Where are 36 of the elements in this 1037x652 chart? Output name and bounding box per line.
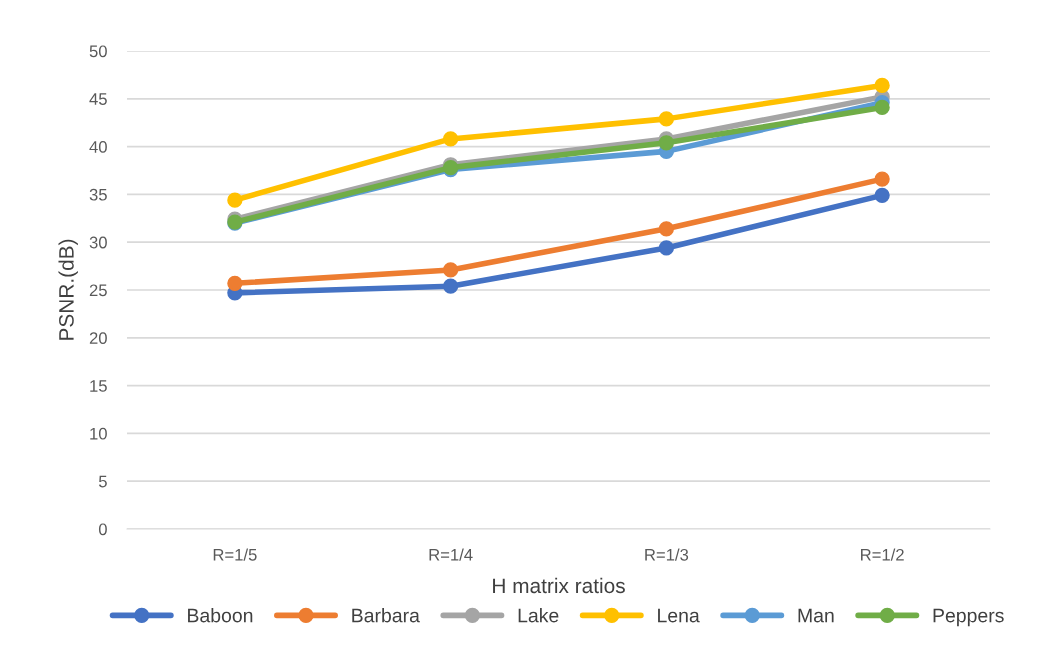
legend-label: Lena [658, 608, 700, 623]
x-axis-title: H matrix ratios [493, 577, 625, 594]
y-axis-title: PSNR.(dB) [58, 239, 78, 340]
x-tick-label: R=1/3 [645, 548, 689, 561]
point [658, 111, 675, 127]
x-tick-label: R=1/4 [429, 548, 473, 561]
y-tick-label: 5 [98, 475, 107, 488]
point [874, 171, 890, 187]
point [874, 187, 890, 203]
legend-label: Baboon [188, 608, 253, 623]
y-tick-label: 25 [89, 284, 107, 297]
point [227, 275, 243, 291]
y-tick-label: 20 [89, 332, 107, 344]
x-tick-label: R=1/5 [213, 548, 257, 561]
y-tick-label: 10 [90, 427, 107, 440]
point [658, 240, 675, 256]
legend-label: Barbara [352, 608, 420, 623]
y-tick-label: 35 [89, 188, 107, 201]
point [658, 221, 675, 237]
point [442, 262, 459, 278]
point [227, 192, 243, 208]
point [874, 99, 890, 116]
legend-label: Man [798, 608, 834, 623]
legend-label: Lake [518, 608, 559, 623]
y-tick-label: 45 [89, 93, 107, 105]
legend-label: Peppers [933, 608, 1004, 627]
y-tick-label: 0 [98, 523, 107, 536]
y-tick-label: 50 [89, 45, 107, 58]
y-tick-label: 30 [89, 236, 107, 249]
point [442, 131, 459, 147]
point [658, 135, 675, 151]
x-tick-label: R=1/2 [861, 548, 904, 561]
y-tick-label: 15 [90, 380, 107, 392]
y-tick-label: 40 [89, 141, 107, 153]
point [442, 278, 459, 294]
point [874, 77, 890, 94]
